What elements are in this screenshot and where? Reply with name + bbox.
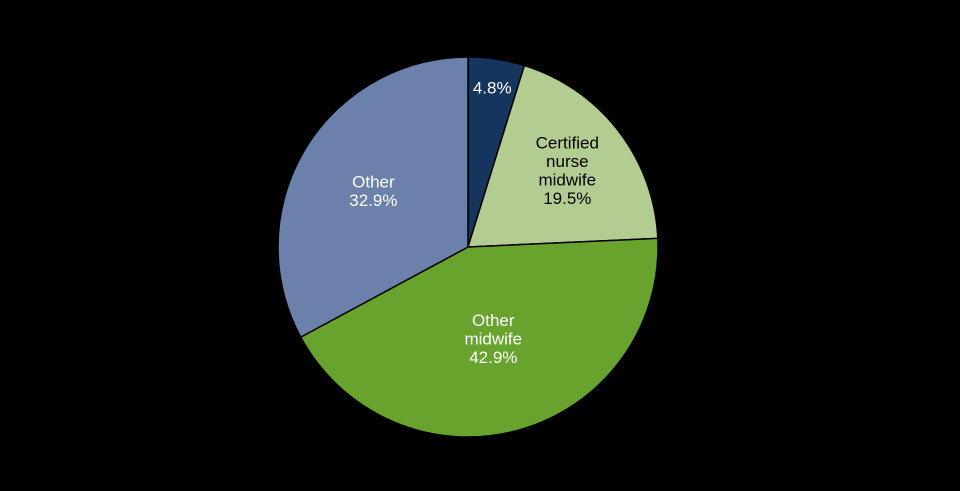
pie-slice-label-navy: 4.8% [473,78,512,97]
pie-slice-label-other: Other 32.9% [349,172,397,210]
pie-slice-certified-nurse-midwife [467,64,659,248]
pie-slice-other-midwife [299,237,659,438]
pie-slice-label-other-midwife: Other midwife 42.9% [464,311,522,367]
pie-slice-label-certified-nurse-midwife: Certified nurse midwife 19.5% [536,134,599,209]
pie-slice-other [277,56,469,338]
